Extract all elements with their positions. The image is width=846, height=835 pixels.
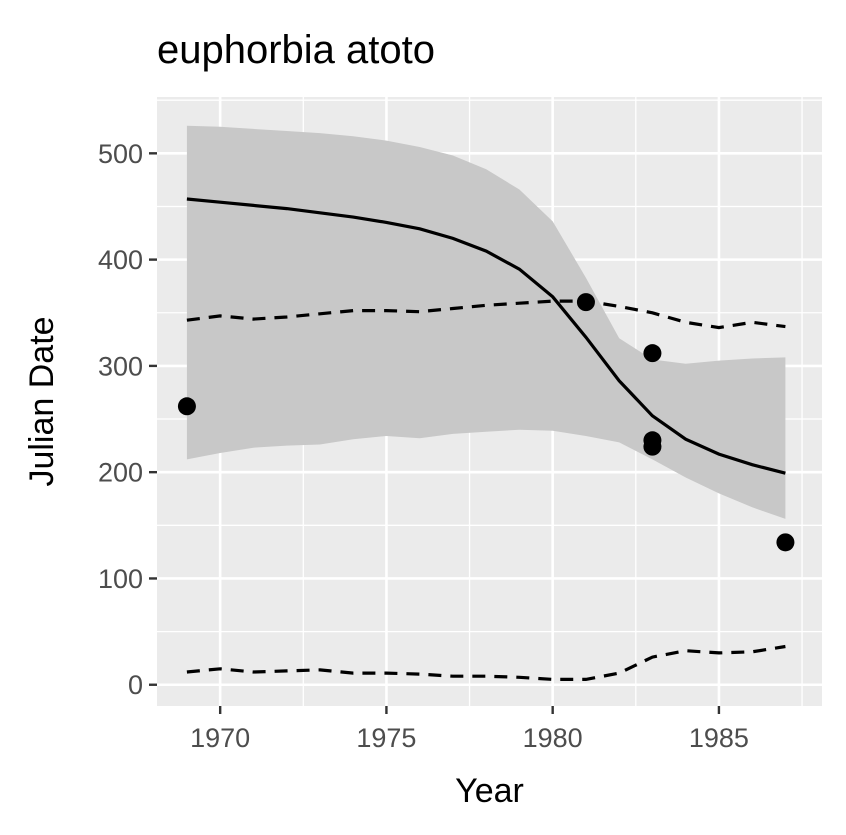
y-tick-label: 300 [98,351,143,381]
confidence-ribbon-layer [186,125,786,519]
data-point [643,344,662,363]
quantile-lines-layer [186,299,786,681]
x-axis: 1970 1975 1980 1985 [190,706,749,753]
y-tick-label: 200 [98,458,143,488]
quantile-line-2 [186,644,786,681]
x-axis-title: Year [455,772,524,810]
data-point [177,397,196,416]
y-tick-label: 500 [98,139,143,169]
y-tick-label: 100 [98,564,143,594]
data-point [776,533,795,552]
fit-line-layer [186,197,786,475]
y-tick-label: 400 [98,245,143,275]
chart-title: euphorbia atoto [157,28,435,72]
x-tick-label: 1985 [689,723,749,753]
quantile-line-1 [186,299,786,330]
confidence-ribbon [186,125,786,519]
x-tick-label: 1975 [356,723,416,753]
x-tick-label: 1980 [523,723,583,753]
y-axis-title: Julian Date [23,316,61,486]
data-point [643,437,662,456]
y-tick-label: 0 [128,670,143,700]
data-point [576,293,595,312]
x-tick-label: 1970 [190,723,250,753]
fit-line [186,197,786,475]
points-layer [177,293,795,552]
y-axis: 0 100 200 300 400 500 [98,139,157,700]
